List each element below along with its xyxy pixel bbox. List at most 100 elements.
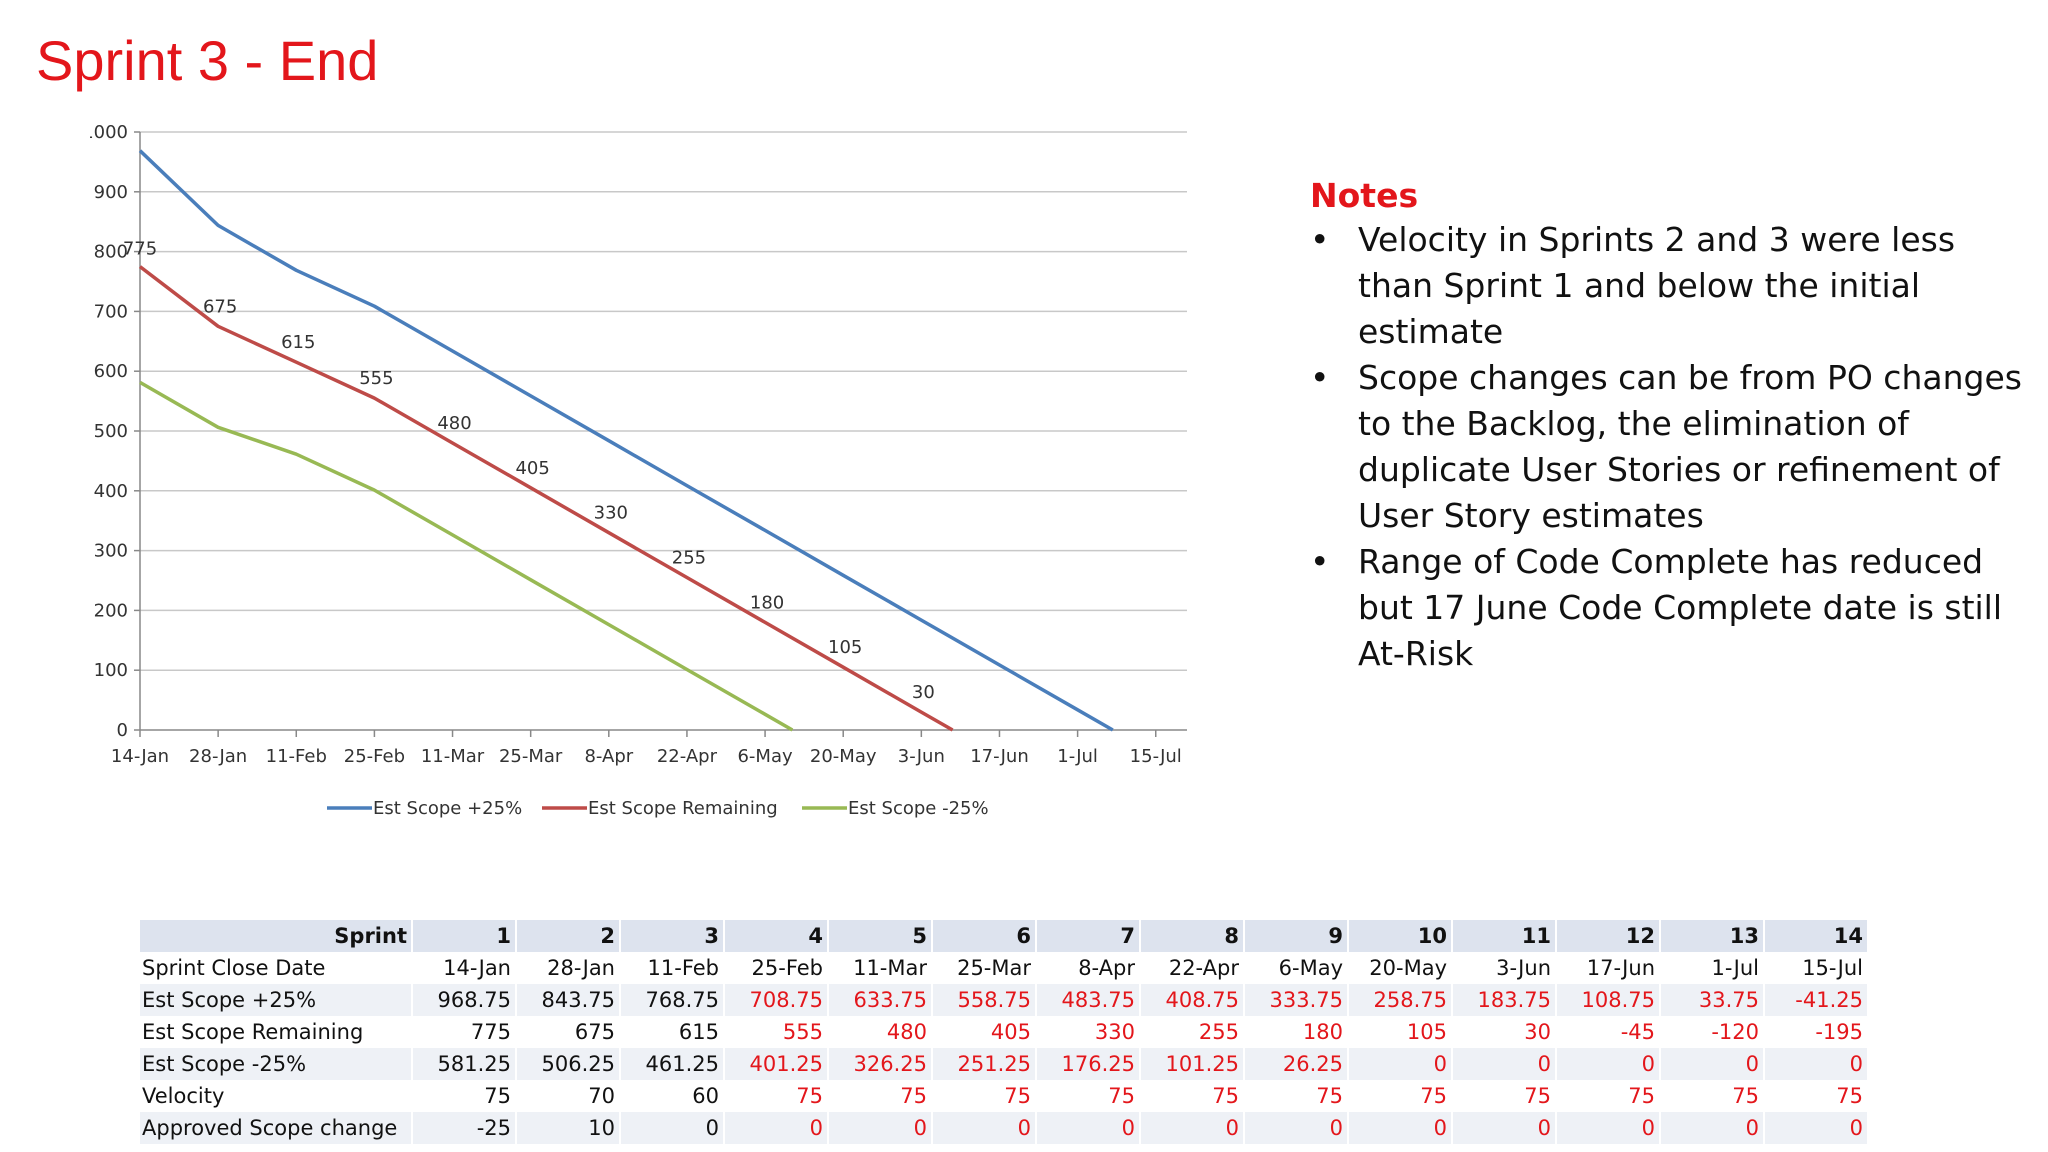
- table-cell: 0: [1451, 1048, 1556, 1080]
- table-cell: 0: [1347, 1048, 1452, 1080]
- table-cell: 75: [1659, 1080, 1764, 1112]
- x-tick-label: 8-Apr: [584, 746, 633, 767]
- table-cell: 75: [1243, 1080, 1348, 1112]
- bullet-icon: •: [1310, 542, 1330, 581]
- table-cell: 768.75: [619, 984, 724, 1016]
- y-tick-label: 600: [94, 361, 128, 382]
- table-cell: 6-May: [1243, 952, 1348, 984]
- data-label: 30: [912, 682, 935, 703]
- table-cell: 1-Jul: [1659, 952, 1764, 984]
- table-header-cell: 13: [1659, 920, 1764, 952]
- table-cell: 581.25: [411, 1048, 516, 1080]
- x-tick-label: 20-May: [810, 746, 877, 767]
- y-tick-label: 0: [117, 720, 128, 741]
- table-cell: -41.25: [1763, 984, 1867, 1016]
- table-cell: 75: [1451, 1080, 1556, 1112]
- y-tick-label: 200: [94, 600, 128, 621]
- table-header-cell: 5: [827, 920, 932, 952]
- table-cell: 330: [1035, 1016, 1140, 1048]
- table-cell: 483.75: [1035, 984, 1140, 1016]
- slide-title: Sprint 3 - End: [36, 29, 379, 92]
- table-cell: 0: [1659, 1048, 1764, 1080]
- table-cell: 75: [723, 1080, 828, 1112]
- table-cell: 326.25: [827, 1048, 932, 1080]
- table-cell: 22-Apr: [1139, 952, 1244, 984]
- series-line-est-scope-25: [138, 149, 1114, 732]
- table-cell: 0: [1763, 1048, 1867, 1080]
- table-row-label: Est Scope -25%: [142, 1052, 307, 1076]
- data-label: 105: [828, 637, 862, 658]
- legend-label: Est Scope Remaining: [588, 798, 778, 819]
- table-header-cell: 8: [1139, 920, 1244, 952]
- table-cell: 0: [1035, 1112, 1140, 1144]
- table-cell: 401.25: [723, 1048, 828, 1080]
- table-cell: 0: [1763, 1112, 1867, 1144]
- x-tick-label: 28-Jan: [189, 746, 247, 767]
- table-header-cell: 3: [619, 920, 724, 952]
- table-cell: 255: [1139, 1016, 1244, 1048]
- table-cell: 108.75: [1555, 984, 1660, 1016]
- notes-item-text: Range of Code Complete has reduced but 1…: [1358, 542, 2003, 673]
- data-label: 255: [672, 548, 706, 569]
- notes-heading: Notes: [1310, 176, 1419, 215]
- table-cell: 968.75: [411, 984, 516, 1016]
- x-tick-label: 17-Jun: [970, 746, 1029, 767]
- x-tick-label: 1-Jul: [1057, 746, 1098, 767]
- x-tick-label: 22-Apr: [657, 746, 718, 767]
- data-label: 480: [437, 413, 471, 434]
- y-tick-label: 800: [94, 242, 128, 263]
- table-cell: 0: [1243, 1112, 1348, 1144]
- table-header-cell: 11: [1451, 920, 1556, 952]
- table-cell: 75: [1035, 1080, 1140, 1112]
- legend-label: Est Scope +25%: [373, 798, 522, 819]
- table-cell: 258.75: [1347, 984, 1452, 1016]
- table-header-row: Sprint 1 2 3 4 5 6 7 8 9 10 11 12 13 14: [140, 920, 1867, 952]
- table-cell: 183.75: [1451, 984, 1556, 1016]
- table-cell: 251.25: [931, 1048, 1036, 1080]
- table-row: Est Scope Remaining 775 675 615 555 480 405 330…: [140, 1016, 1867, 1048]
- table-cell: 25-Mar: [931, 952, 1036, 984]
- x-tick-label: 15-Jul: [1130, 746, 1182, 767]
- data-label: 675: [203, 296, 237, 317]
- table-cell: 555: [723, 1016, 828, 1048]
- notes-panel: Notes • Velocity in Sprints 2 and 3 were…: [1310, 175, 2030, 677]
- table-row: Sprint Close Date 14-Jan 28-Jan 11-Feb 25-Fe…: [140, 952, 1867, 984]
- table-cell: 775: [411, 1016, 516, 1048]
- notes-list: • Velocity in Sprints 2 and 3 were less …: [1310, 217, 2030, 677]
- table-cell: 408.75: [1139, 984, 1244, 1016]
- table-cell: 843.75: [515, 984, 620, 1016]
- table-header-cell: 1: [411, 920, 516, 952]
- table-row: Approved Scope change -25 10 0 0 0 0 0 0 0 0 0 0 0 0: [140, 1112, 1867, 1144]
- table-cell: 75: [931, 1080, 1036, 1112]
- table-cell: -25: [411, 1112, 516, 1144]
- table-cell: 26.25: [1243, 1048, 1348, 1080]
- y-tick-label: 400: [94, 481, 128, 502]
- x-tick-label: 6-May: [737, 746, 793, 767]
- table-cell: 461.25: [619, 1048, 724, 1080]
- table-cell: 14-Jan: [411, 952, 516, 984]
- bullet-icon: •: [1310, 358, 1330, 397]
- table-header-cell: 10: [1347, 920, 1452, 952]
- table-cell: 28-Jan: [515, 952, 620, 984]
- table-cell: 180: [1243, 1016, 1348, 1048]
- table-cell: 0: [619, 1112, 724, 1144]
- table-row-label: Velocity: [142, 1084, 225, 1108]
- data-label: 330: [594, 503, 628, 524]
- table-cell: 0: [1659, 1112, 1764, 1144]
- notes-item: • Range of Code Complete has reduced but…: [1310, 539, 2030, 677]
- bullet-icon: •: [1310, 220, 1330, 259]
- notes-item-text: Velocity in Sprints 2 and 3 were less th…: [1358, 220, 1956, 351]
- table-cell: -45: [1555, 1016, 1660, 1048]
- y-tick-label: 500: [94, 421, 128, 442]
- notes-item: • Scope changes can be from PO changes t…: [1310, 355, 2030, 539]
- table-cell: 30: [1451, 1016, 1556, 1048]
- data-label: 180: [750, 592, 784, 613]
- table-cell: 60: [619, 1080, 724, 1112]
- table-cell: 33.75: [1659, 984, 1764, 1016]
- data-label: 615: [281, 332, 315, 353]
- table-cell: 101.25: [1139, 1048, 1244, 1080]
- table-header-label: Sprint: [334, 924, 407, 948]
- table-header-cell: 6: [931, 920, 1036, 952]
- table-cell: 480: [827, 1016, 932, 1048]
- table-cell: 25-Feb: [723, 952, 828, 984]
